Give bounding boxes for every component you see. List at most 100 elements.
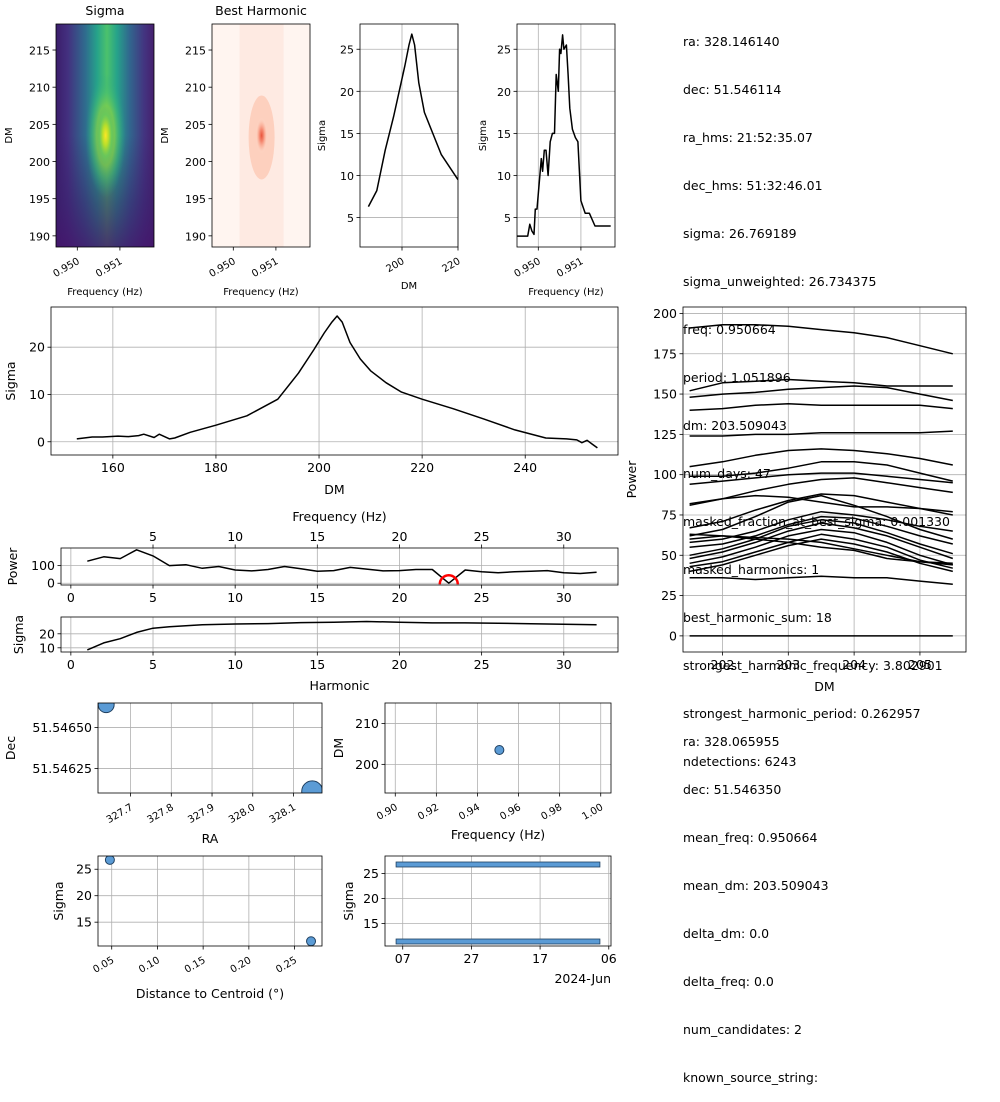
y-tick-label: 195 <box>29 193 50 206</box>
x-tick-label: 328.1 <box>268 802 298 826</box>
y-tick-label: 150 <box>653 387 677 402</box>
y-tick-label: 190 <box>185 230 206 243</box>
scatter-point <box>104 856 115 865</box>
y-tick-label: 20 <box>363 891 379 906</box>
info-sigma: sigma: 26.769189 <box>683 226 797 241</box>
source-delta-freq: delta_freq: 0.0 <box>683 974 774 989</box>
top-x-tick-label: 15 <box>309 529 325 544</box>
axes-frame <box>97 855 323 947</box>
x-axis-label: DM <box>814 679 834 694</box>
points-dm_vs_freq <box>494 745 505 756</box>
series-line-h21 <box>689 535 953 565</box>
axes-frame <box>55 23 155 248</box>
y-axis-label: Power <box>624 460 639 499</box>
info-dec-hms: dec_hms: 51:32:46.01 <box>683 178 823 193</box>
source-known-source-string: known_source_string: <box>683 1070 819 1085</box>
info-ra: ra: 328.146140 <box>683 34 780 49</box>
axes-frame <box>97 702 323 794</box>
info-sigma-unweighted: sigma_unweighted: 26.734375 <box>683 274 877 289</box>
info-ra-hms: ra_hms: 21:52:35.07 <box>683 130 813 145</box>
x-tick-label: 25 <box>474 657 490 672</box>
series-line <box>517 34 611 237</box>
y-tick-label: 0 <box>47 576 55 591</box>
y-tick-label: 210 <box>29 82 50 95</box>
x-axis-label: Frequency (Hz) <box>67 287 143 298</box>
x-tick-label: 0.92 <box>416 802 441 823</box>
x-tick-label: 15 <box>309 590 325 605</box>
y-tick-label: 5 <box>347 212 354 225</box>
x-tick-label: 0.951 <box>94 256 124 280</box>
axes-frame <box>359 23 459 248</box>
axes-power_vs_harmonic: 0 5 10 15 20 25 30 0 100 5 10 15 20 25 30 Frequency (Hz… <box>5 509 618 605</box>
info-masked-harmonics: masked_harmonics: 1 <box>683 562 820 577</box>
y-tick-label: 20 <box>29 340 45 355</box>
y-axis-label: DM <box>331 738 346 758</box>
points-dec_vs_ra <box>98 703 322 793</box>
series-line-h15 <box>689 519 954 557</box>
scatter-point <box>301 780 322 793</box>
info-masked-fraction: masked_fraction_at_best_sigma: 0.001330 <box>683 514 950 529</box>
x-tick-label: 25 <box>474 590 490 605</box>
y-tick-label: 15 <box>497 128 511 141</box>
x-tick-label: 205 <box>908 657 932 672</box>
x-tick-label: 0.05 <box>91 955 116 976</box>
y-tick-label: 0 <box>37 434 45 449</box>
y-tick-label: 0 <box>669 628 677 643</box>
info-dm: dm: 203.509043 <box>683 418 787 433</box>
y-tick-label: 20 <box>39 626 55 641</box>
source-ra: ra: 328.065955 <box>683 734 780 749</box>
y-tick-label: 175 <box>653 346 677 361</box>
x-axis-label: Distance to Centroid (°) <box>136 986 284 1000</box>
info-best-harmonic-sum: best_harmonic_sum: 18 <box>683 610 832 625</box>
x-tick-label: 327.8 <box>146 802 176 826</box>
axes-frame <box>60 616 619 653</box>
y-tick-label: 10 <box>340 170 354 183</box>
x-tick-label: 0.20 <box>229 955 254 976</box>
axes-frame <box>50 306 619 456</box>
x-axis-label: Frequency (Hz) <box>528 287 604 298</box>
axes-dec_vs_ra: 327.7 327.8 327.9 328.0 328.1 51.54625 51.5465… <box>3 703 322 846</box>
y-axis-label: Sigma <box>51 881 66 920</box>
info-strongest-harmonic-frequency: strongest_harmonic_frequency: 3.802901 <box>683 658 943 673</box>
x-tick-label: 240 <box>513 460 537 475</box>
x-tick-label: 27 <box>463 951 479 966</box>
x-tick-label: 0.90 <box>375 802 400 823</box>
top-x-tick-label: 10 <box>227 529 243 544</box>
x-tick-label: 220 <box>410 460 434 475</box>
x-tick-label: 30 <box>556 590 572 605</box>
series-line-h14 <box>689 515 953 548</box>
x-axis-label: DM <box>324 482 344 497</box>
x-axis-label: RA <box>202 831 219 846</box>
series-power_vs_dm <box>689 323 954 637</box>
y-axis-label: Sigma <box>341 881 356 920</box>
x-axis-label: Frequency (Hz) <box>223 287 299 298</box>
series-line-h1 <box>689 323 953 355</box>
series-line-h5 <box>689 430 953 437</box>
chart-title: Sigma <box>85 3 124 18</box>
y-tick-label: 10 <box>29 387 45 402</box>
axes-sigma_vs_distance: 0.05 0.10 0.15 0.20 0.25 15 20 25 Distance to Ce… <box>51 856 322 1000</box>
info-freq: freq: 0.950664 <box>683 322 776 337</box>
y-axis-label: DM <box>160 127 171 143</box>
time-bar <box>395 938 601 945</box>
info-num-days: num_days: 47 <box>683 466 771 481</box>
y-tick-label: 200 <box>653 306 677 321</box>
x-tick-label: 0.98 <box>539 802 564 823</box>
series-power_vs_harmonic <box>87 549 597 585</box>
x-tick-label: 0.950 <box>513 256 543 280</box>
source-delta-dm: delta_dm: 0.0 <box>683 926 770 941</box>
axes-frame <box>682 306 967 653</box>
x-tick-label: 0.15 <box>183 955 208 976</box>
y-axis-label: Sigma <box>11 615 26 654</box>
x-tick-label: 5 <box>149 590 157 605</box>
x-tick-label: 160 <box>101 460 125 475</box>
heatmap-best_harmonic_map <box>212 24 310 247</box>
y-tick-label: 5 <box>504 212 511 225</box>
series-line-h11 <box>689 493 953 529</box>
x-tick-label: 0.94 <box>457 802 482 823</box>
y-tick-label: 210 <box>355 716 379 731</box>
series-line-h7 <box>689 461 953 482</box>
series-line-h16 <box>689 522 954 560</box>
series-line-h6 <box>689 448 953 468</box>
series-line-h10 <box>689 494 953 513</box>
